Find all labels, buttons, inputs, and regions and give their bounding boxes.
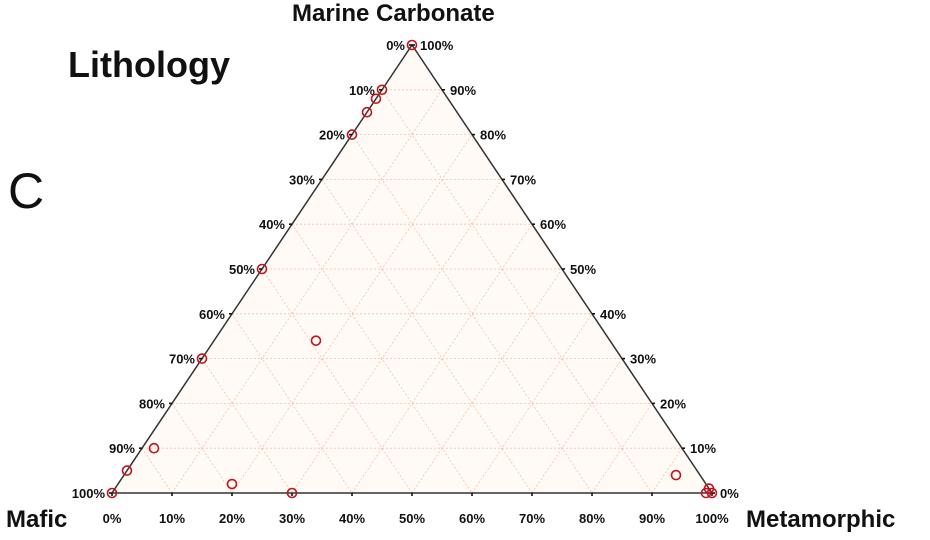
data-point (106, 487, 118, 499)
data-point (406, 39, 418, 51)
left-tick-label: 100% (72, 486, 106, 501)
bottom-tick-label: 40% (339, 511, 365, 526)
grid-line (261, 268, 413, 494)
bottom-tick-label: 0% (103, 511, 122, 526)
data-point (226, 478, 238, 490)
right-tick-label: 80% (480, 128, 506, 143)
grid-line (531, 358, 623, 494)
left-tick-label: 10% (349, 83, 375, 98)
bottom-tick-label: 90% (639, 511, 665, 526)
right-tick-label: 70% (510, 172, 536, 187)
left-tick-label: 90% (109, 441, 135, 456)
bottom-tick-label: 20% (219, 511, 245, 526)
axis-label-mafic: Mafic (6, 506, 68, 533)
data-point (346, 129, 358, 140)
data-point (310, 335, 322, 346)
grid-line (321, 179, 533, 494)
left-tick-label: 40% (259, 217, 285, 232)
right-tick-label: 90% (450, 83, 476, 98)
axis-label-metamorphic: Metamorphic (746, 506, 896, 533)
bottom-tick-label: 30% (279, 511, 305, 526)
data-point (148, 442, 160, 454)
grid-line (381, 89, 653, 494)
left-tick-label: 30% (289, 172, 315, 187)
data-point (256, 263, 268, 275)
left-tick-label: 0% (386, 38, 405, 53)
chart-title: Lithology (68, 44, 230, 85)
right-tick-label: 100% (420, 38, 454, 53)
grid-line (171, 89, 443, 494)
grid-line (141, 447, 173, 494)
right-tick-label: 50% (570, 262, 596, 277)
bottom-tick-label: 60% (459, 511, 485, 526)
right-tick-label: 0% (720, 486, 739, 501)
grid-line (291, 179, 503, 494)
panel-letter: C (8, 163, 45, 219)
right-tick-label: 10% (690, 441, 716, 456)
left-tick-label: 70% (169, 352, 195, 367)
right-tick-label: 40% (600, 307, 626, 322)
right-tick-label: 20% (660, 396, 686, 411)
data-point (196, 353, 208, 364)
left-tick-label: 60% (199, 307, 225, 322)
data-point (121, 465, 133, 476)
bottom-tick-label: 100% (695, 511, 729, 526)
data-point (706, 487, 718, 499)
data-point (370, 93, 382, 105)
grid-line (201, 358, 293, 494)
grid-line (171, 403, 233, 494)
data-point (361, 106, 373, 118)
grid-line (591, 403, 653, 494)
right-tick-label: 60% (540, 217, 566, 232)
axis-label-marine-carbonate: Marine Carbonate (292, 0, 495, 27)
left-tick-label: 20% (319, 128, 345, 143)
bottom-tick-label: 80% (579, 511, 605, 526)
data-point (286, 487, 298, 499)
bottom-tick-label: 10% (159, 511, 185, 526)
grid-line (411, 268, 563, 494)
left-tick-label: 80% (139, 396, 165, 411)
data-point (376, 84, 388, 96)
left-tick-label: 50% (229, 262, 255, 277)
data-point (670, 469, 682, 481)
bottom-tick-label: 70% (519, 511, 545, 526)
bottom-tick-label: 50% (399, 511, 425, 526)
right-tick-label: 30% (630, 352, 656, 367)
grid-line (651, 447, 683, 494)
